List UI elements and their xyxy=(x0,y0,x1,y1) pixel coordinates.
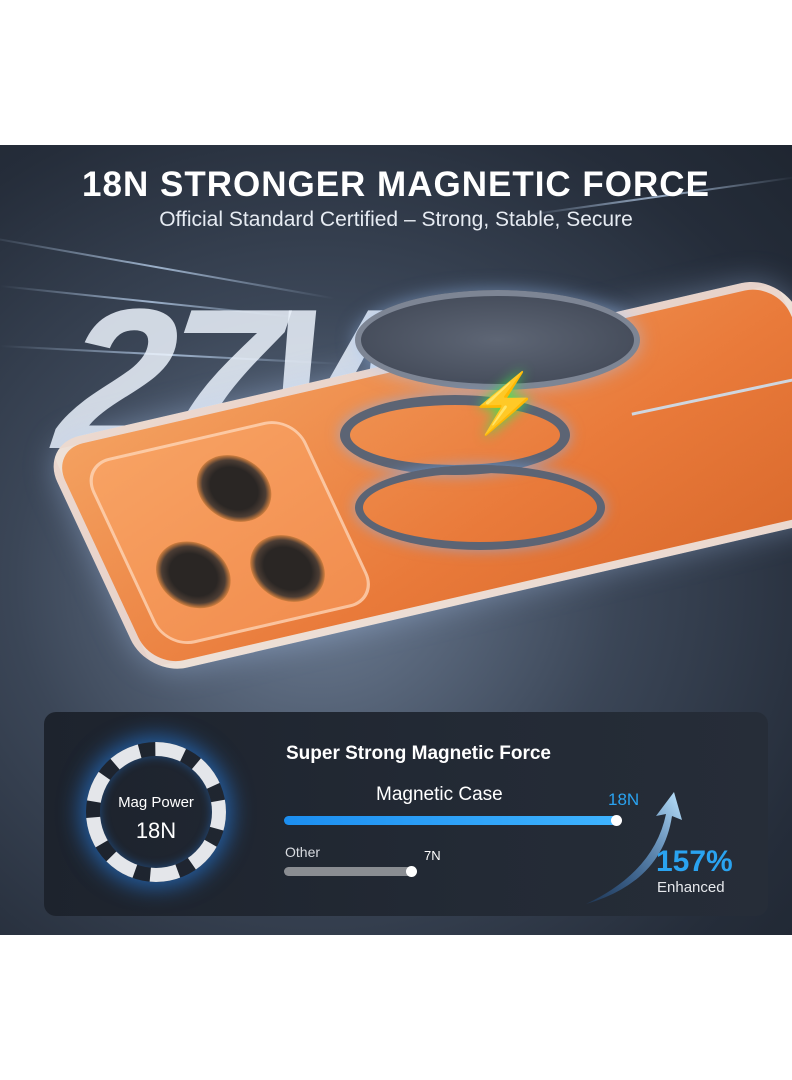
dial-value: 18N xyxy=(135,818,177,843)
lightning-bolt-icon: ⚡ xyxy=(468,371,541,436)
page-title: 18N STRONGER MAGNETIC FORCE xyxy=(82,165,710,204)
magnetic-ring xyxy=(355,465,605,550)
page-subtitle: Official Standard Certified – Strong, St… xyxy=(159,208,633,231)
bar-knob xyxy=(611,815,622,826)
dial-label: Mag Power xyxy=(118,794,194,811)
other-bar xyxy=(284,866,417,877)
camera-module xyxy=(79,415,381,650)
magnetic-charger-puck xyxy=(355,290,640,390)
magnetic-force-panel: Mag Power 18N Super Strong Magnetic Forc… xyxy=(44,712,768,916)
improvement-percent: 157% xyxy=(656,845,733,878)
up-arrow-icon xyxy=(586,792,682,904)
bar-knob xyxy=(405,866,417,877)
camera-lens xyxy=(144,534,243,616)
magnetic-case-bar xyxy=(284,815,622,826)
improvement-label: Enhanced xyxy=(657,879,725,896)
magnetic-case-label: Magnetic Case xyxy=(376,784,503,805)
mag-power-dial: Mag Power 18N xyxy=(86,742,226,882)
product-banner: 18N STRONGER MAGNETIC FORCE Official Sta… xyxy=(0,145,792,935)
magnetic-case-value: 18N xyxy=(608,790,640,809)
panel-title: Super Strong Magnetic Force xyxy=(286,743,551,764)
other-value: 7N xyxy=(424,848,441,863)
camera-lens xyxy=(184,448,284,529)
camera-lens xyxy=(238,528,337,609)
other-label: Other xyxy=(285,844,321,860)
